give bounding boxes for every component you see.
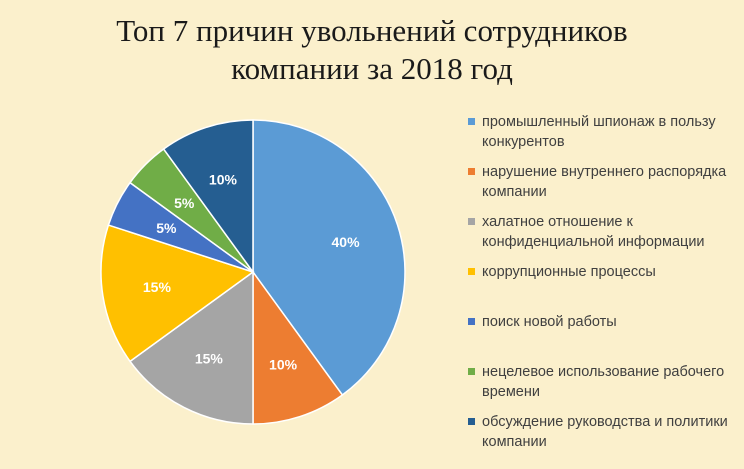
legend-label: халатное отношение к конфиденциальной ин… xyxy=(482,214,705,250)
legend-swatch xyxy=(468,368,475,375)
legend-item-work-time: нецелевое использование рабочего времени xyxy=(468,362,738,402)
chart-title-line-2: компании за 2018 год xyxy=(231,51,513,86)
legend-item-management: обсуждение руководства и политики компан… xyxy=(468,412,738,452)
pie-slice-management xyxy=(162,119,254,275)
pie-slice-espionage xyxy=(252,119,406,397)
legend-label: нарушение внутреннего распорядка компани… xyxy=(482,164,727,200)
legend-item-job-search: поиск новой работы xyxy=(468,312,738,332)
legend-item-espionage: промышленный шпионаж в пользу конкуренто… xyxy=(468,112,738,152)
legend-swatch xyxy=(468,168,475,175)
legend-swatch xyxy=(468,318,475,325)
data-label-internal-rules: 10% xyxy=(269,357,298,373)
chart-title-line-1: Топ 7 причин увольнений сотрудников xyxy=(116,13,628,48)
legend-swatch xyxy=(468,118,475,125)
legend-label: поиск новой работы xyxy=(482,314,617,330)
data-label-management: 10% xyxy=(209,171,238,187)
pie-slice-internal-rules xyxy=(252,269,344,425)
legend-item-internal-rules: нарушение внутреннего распорядка компани… xyxy=(468,162,738,202)
legend-label: коррупционные процессы xyxy=(482,264,656,280)
legend-swatch xyxy=(468,418,475,425)
legend-label: промышленный шпионаж в пользу конкуренто… xyxy=(482,114,716,150)
pie-slice-negligence xyxy=(128,270,254,425)
legend-swatch xyxy=(468,218,475,225)
legend-item-negligence: халатное отношение к конфиденциальной ин… xyxy=(468,212,738,252)
data-label-corruption: 15% xyxy=(143,279,172,295)
chart-title: Топ 7 причин увольнений сотрудников комп… xyxy=(0,12,744,88)
data-label-espionage: 40% xyxy=(332,234,361,250)
legend-label: нецелевое использование рабочего времени xyxy=(482,364,725,400)
data-label-work-time: 5% xyxy=(174,195,195,211)
data-label-negligence: 15% xyxy=(195,351,224,367)
pie-slice-corruption xyxy=(100,224,255,363)
legend-label: обсуждение руководства и политики компан… xyxy=(482,414,728,450)
legend-swatch xyxy=(468,268,475,275)
legend-item-corruption: коррупционные процессы xyxy=(468,262,738,282)
data-label-job-search: 5% xyxy=(156,220,177,236)
